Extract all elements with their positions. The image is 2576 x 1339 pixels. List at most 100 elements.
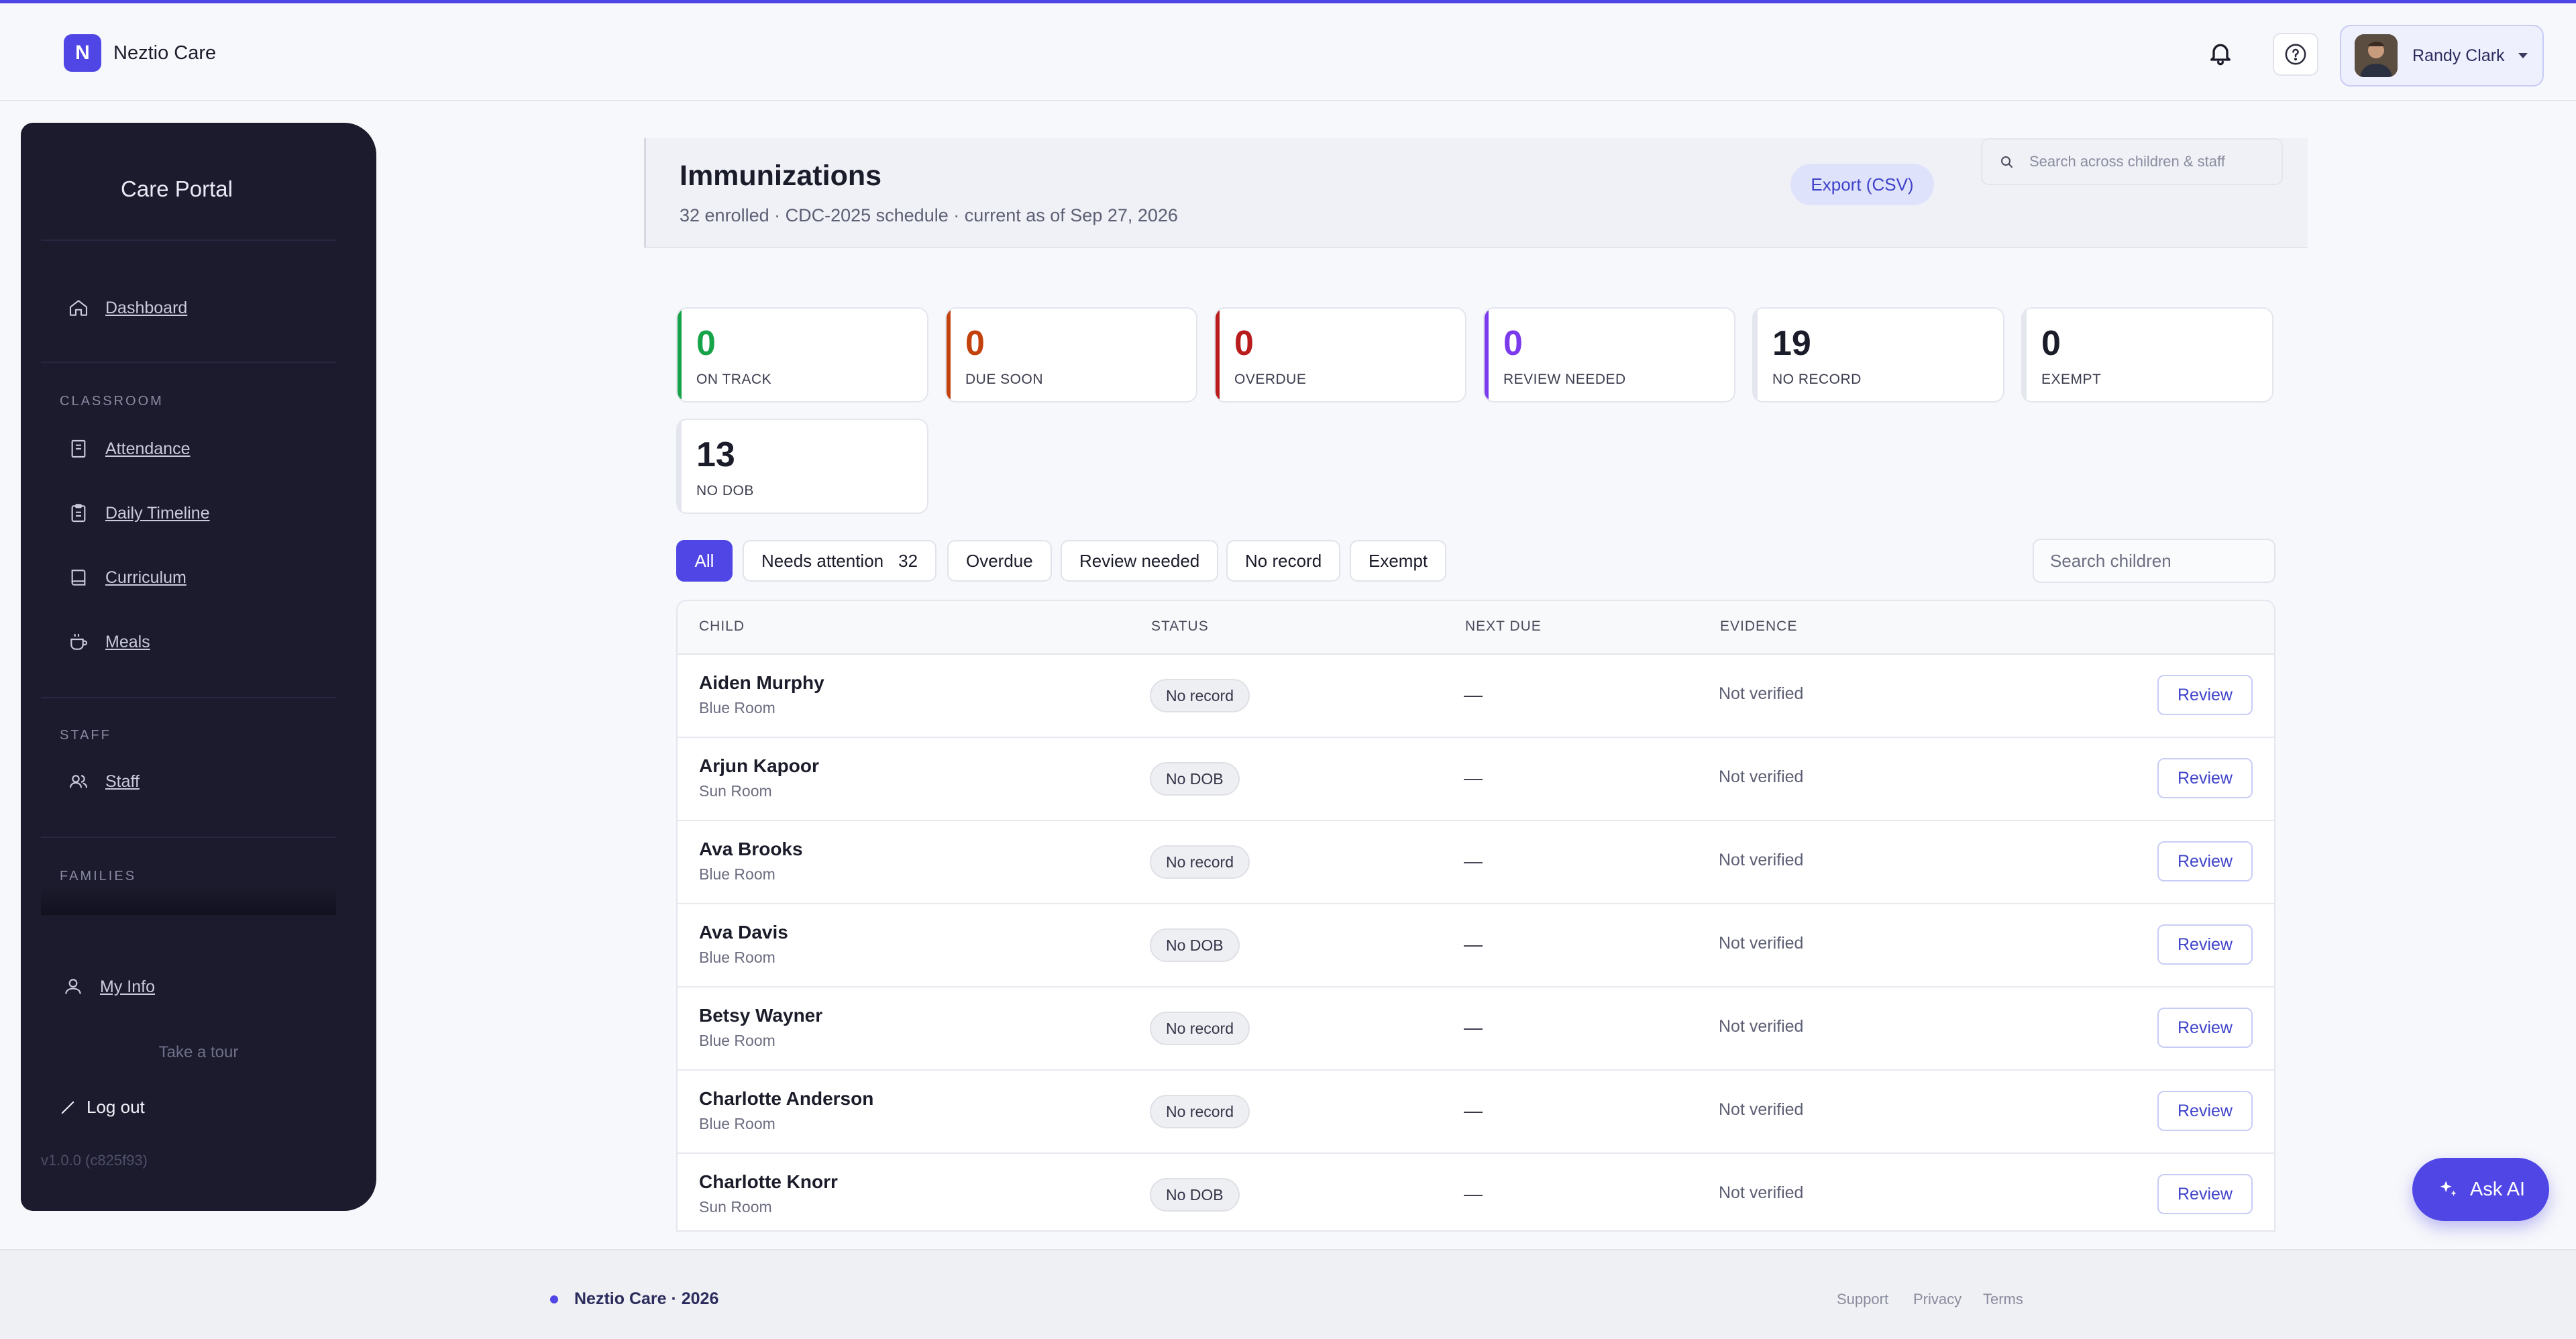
footer-link-support[interactable]: Support bbox=[1837, 1291, 1889, 1307]
sidebar-item-dashboard[interactable]: Dashboard bbox=[68, 297, 187, 319]
table-row[interactable]: Arjun Kapoor Sun Room No DOB — Not verif… bbox=[678, 738, 2274, 821]
next-due: — bbox=[1464, 684, 1483, 705]
brand[interactable]: N Neztio Care bbox=[64, 34, 216, 72]
stat-card-exempt[interactable]: 0 EXEMPT bbox=[2021, 307, 2273, 403]
child-room: Blue Room bbox=[699, 699, 775, 716]
divider bbox=[41, 362, 336, 363]
review-button[interactable]: Review bbox=[2157, 841, 2253, 881]
notification-bell-icon[interactable] bbox=[2207, 40, 2234, 66]
sidebar-item-label: Staff bbox=[105, 771, 140, 791]
clipboard-list-icon bbox=[71, 504, 86, 523]
brand-name: Neztio Care bbox=[113, 42, 217, 64]
top-header: N Neztio Care Randy Clark bbox=[0, 3, 2576, 101]
table-row[interactable]: Betsy Wayner Blue Room No record — Not v… bbox=[678, 987, 2274, 1071]
stat-accent-bar bbox=[678, 309, 682, 401]
child-name: Betsy Wayner bbox=[699, 1005, 823, 1026]
footer-brand: Neztio Care · 2026 bbox=[550, 1289, 718, 1309]
stat-value: 0 bbox=[1503, 324, 1523, 363]
table-row[interactable]: Charlotte Knorr Sun Room No DOB — Not ve… bbox=[678, 1154, 2274, 1230]
filter-overdue[interactable]: Overdue bbox=[947, 540, 1052, 582]
status-badge: No DOB bbox=[1150, 1178, 1240, 1212]
sidebar-item-daily-timeline[interactable]: Daily Timeline bbox=[68, 502, 210, 524]
column-header-next-due[interactable]: NEXT DUE bbox=[1465, 619, 1542, 634]
stat-value: 0 bbox=[965, 324, 985, 363]
table-row[interactable]: Ava Brooks Blue Room No record — Not ver… bbox=[678, 821, 2274, 904]
search-icon bbox=[2001, 156, 2012, 168]
review-button[interactable]: Review bbox=[2157, 1174, 2253, 1214]
column-header-child[interactable]: CHILD bbox=[699, 619, 745, 634]
user-menu-button[interactable]: Randy Clark bbox=[2340, 25, 2544, 87]
review-button[interactable]: Review bbox=[2157, 1091, 2253, 1131]
logout-button[interactable]: Log out bbox=[58, 1097, 145, 1118]
filter-label: Needs attention bbox=[761, 550, 884, 571]
stat-card-on-track[interactable]: 0 ON TRACK bbox=[676, 307, 928, 403]
filter-exempt[interactable]: Exempt bbox=[1350, 540, 1447, 582]
stat-card-no-dob[interactable]: 13 NO DOB bbox=[676, 419, 928, 514]
table-row[interactable]: Aiden Murphy Blue Room No record — Not v… bbox=[678, 655, 2274, 738]
avatar bbox=[2355, 34, 2398, 77]
evidence: Not verified bbox=[1719, 1183, 1804, 1202]
stat-label: ON TRACK bbox=[696, 372, 772, 387]
review-button[interactable]: Review bbox=[2157, 758, 2253, 798]
next-due: — bbox=[1464, 1017, 1483, 1038]
divider bbox=[41, 239, 336, 241]
review-button[interactable]: Review bbox=[2157, 924, 2253, 965]
stat-card-no-record[interactable]: 19 NO RECORD bbox=[1752, 307, 2004, 403]
stat-card-due-soon[interactable]: 0 DUE SOON bbox=[945, 307, 1197, 403]
sidebar-item-staff[interactable]: Staff bbox=[68, 771, 140, 792]
review-button[interactable]: Review bbox=[2157, 1008, 2253, 1048]
footer-link-terms[interactable]: Terms bbox=[1983, 1291, 2023, 1307]
global-search[interactable] bbox=[1981, 138, 2283, 185]
footer-link-privacy[interactable]: Privacy bbox=[1913, 1291, 1962, 1307]
sidebar-item-attendance[interactable]: Attendance bbox=[68, 438, 191, 460]
table-row[interactable]: Charlotte Anderson Blue Room No record —… bbox=[678, 1071, 2274, 1154]
next-due: — bbox=[1464, 934, 1483, 955]
sidebar-item-curriculum[interactable]: Curriculum bbox=[68, 567, 186, 588]
export-csv-button[interactable]: Export (CSV) bbox=[1790, 164, 1934, 205]
portal-title: Care Portal bbox=[121, 176, 233, 201]
stat-card-overdue[interactable]: 0 OVERDUE bbox=[1214, 307, 1466, 403]
next-due: — bbox=[1464, 1183, 1483, 1204]
page-subtitle: 32 enrolled · CDC-2025 schedule · curren… bbox=[680, 205, 1178, 225]
user-name: Randy Clark bbox=[2412, 46, 2505, 65]
global-search-input[interactable] bbox=[2029, 153, 2271, 170]
review-button[interactable]: Review bbox=[2157, 675, 2253, 715]
sidebar-item-meals[interactable]: Meals bbox=[68, 631, 150, 653]
child-room: Sun Room bbox=[699, 1198, 772, 1216]
table-row[interactable]: Ava Davis Blue Room No DOB — Not verifie… bbox=[678, 904, 2274, 987]
ask-ai-button[interactable]: Ask AI bbox=[2412, 1158, 2549, 1221]
sidebar-item-label: Daily Timeline bbox=[105, 503, 210, 523]
stat-accent-bar bbox=[678, 420, 682, 513]
divider bbox=[41, 697, 336, 698]
stat-value: 0 bbox=[2041, 324, 2061, 363]
filter-needs-attention[interactable]: Needs attention 32 bbox=[743, 540, 937, 582]
table-header: CHILD STATUS NEXT DUE EVIDENCE bbox=[678, 601, 2274, 655]
sidebar-item-label: My Info bbox=[100, 977, 155, 996]
status-badge: No record bbox=[1150, 845, 1250, 879]
status-dot-icon bbox=[550, 1295, 558, 1303]
brand-logo: N bbox=[64, 34, 101, 72]
child-room: Blue Room bbox=[699, 949, 775, 966]
take-a-tour-link[interactable]: Take a tour bbox=[158, 1043, 239, 1061]
child-room: Sun Room bbox=[699, 782, 772, 800]
child-name: Ava Davis bbox=[699, 922, 788, 943]
help-button[interactable] bbox=[2273, 33, 2318, 76]
stat-card-review-needed[interactable]: 0 REVIEW NEEDED bbox=[1483, 307, 1735, 403]
footer-brand-label: Neztio Care · 2026 bbox=[574, 1289, 719, 1308]
user-icon bbox=[65, 979, 81, 994]
column-header-evidence[interactable]: EVIDENCE bbox=[1720, 619, 1798, 634]
search-children-input[interactable] bbox=[2033, 539, 2275, 583]
status-badge: No DOB bbox=[1150, 762, 1240, 796]
logout-label: Log out bbox=[87, 1097, 145, 1117]
home-icon bbox=[69, 300, 88, 316]
evidence: Not verified bbox=[1719, 1017, 1804, 1036]
stat-accent-bar bbox=[1754, 309, 1758, 401]
filter-all[interactable]: All bbox=[676, 540, 733, 582]
sidebar-item-my-info[interactable]: My Info bbox=[62, 976, 155, 998]
evidence: Not verified bbox=[1719, 851, 1804, 869]
filter-no-record[interactable]: No record bbox=[1226, 540, 1341, 582]
column-header-status[interactable]: STATUS bbox=[1151, 619, 1209, 634]
filter-review-needed[interactable]: Review needed bbox=[1061, 540, 1219, 582]
version-label: v1.0.0 (c825f93) bbox=[41, 1152, 148, 1169]
immunizations-table: CHILD STATUS NEXT DUE EVIDENCE Aiden Mur… bbox=[676, 600, 2275, 1232]
